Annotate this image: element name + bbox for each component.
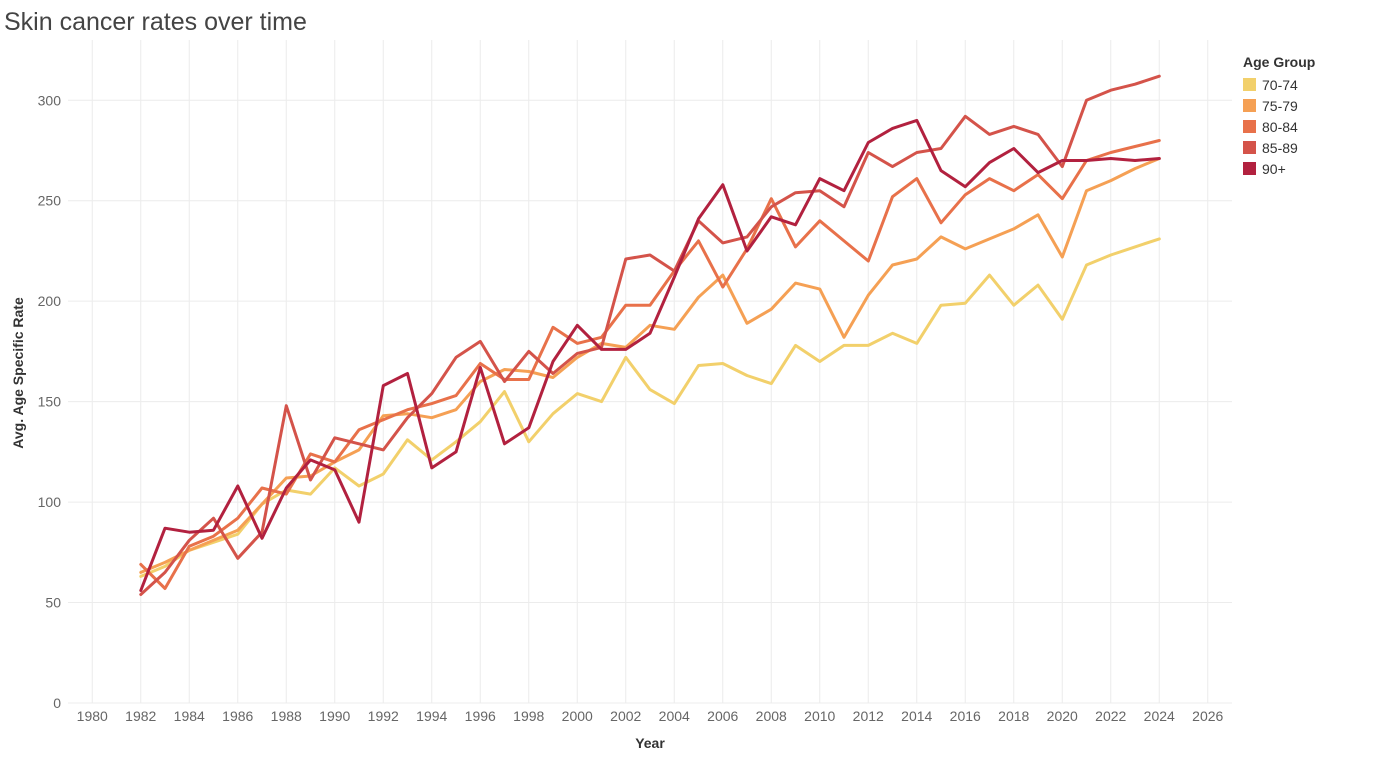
legend-label: 80-84 [1262, 118, 1298, 135]
legend-swatch [1243, 141, 1256, 154]
x-tick-label: 2020 [1047, 708, 1078, 724]
legend-label: 90+ [1262, 160, 1286, 177]
x-tick-label: 1998 [513, 708, 544, 724]
x-tick-label: 2004 [659, 708, 690, 724]
x-tick-label: 2022 [1095, 708, 1126, 724]
series-line-90+ [139, 118, 1161, 592]
legend-items: 70-74 75-79 80-84 85-89 90+ [1243, 74, 1315, 179]
legend-label: 70-74 [1262, 76, 1298, 93]
x-tick-label: 1992 [368, 708, 399, 724]
legend-title: Age Group [1243, 54, 1316, 70]
legend-label: 75-79 [1262, 97, 1298, 114]
legend: Age Group 70-74 75-79 80-84 85-89 90+ [1243, 54, 1315, 179]
legend-swatch [1243, 162, 1256, 175]
x-tick-label: 1994 [416, 708, 447, 724]
series-line-80-84 [139, 139, 1161, 590]
x-axis-title: Year [635, 735, 665, 751]
legend-item-75-79[interactable]: 75-79 [1243, 95, 1315, 116]
y-tick-label: 200 [38, 293, 62, 309]
x-tick-label: 1982 [125, 708, 156, 724]
x-tick-label: 2000 [562, 708, 593, 724]
series-lines [139, 74, 1161, 596]
x-tick-label: 2006 [707, 708, 738, 724]
legend-swatch [1243, 120, 1256, 133]
x-tick-label: 2026 [1192, 708, 1223, 724]
x-tick-label: 1984 [174, 708, 205, 724]
legend-swatch [1243, 99, 1256, 112]
y-axis-ticks: 0 50 100 150 200 250 300 [38, 92, 62, 711]
x-tick-label: 1988 [271, 708, 302, 724]
legend-item-85-89[interactable]: 85-89 [1243, 137, 1315, 158]
series-line-70-74 [139, 237, 1161, 578]
series-line-75-79 [139, 157, 1161, 574]
y-tick-label: 300 [38, 92, 62, 108]
x-tick-label: 2002 [610, 708, 641, 724]
y-tick-label: 150 [38, 394, 62, 410]
y-axis-title: Avg. Age Specific Rate [10, 297, 26, 449]
legend-item-90+[interactable]: 90+ [1243, 158, 1315, 179]
x-tick-label: 2014 [901, 708, 932, 724]
x-tick-label: 1986 [222, 708, 253, 724]
legend-label: 85-89 [1262, 139, 1298, 156]
y-tick-label: 0 [53, 695, 61, 711]
y-tick-label: 100 [38, 494, 62, 510]
x-tick-label: 2016 [950, 708, 981, 724]
x-tick-label: 2018 [998, 708, 1029, 724]
x-tick-label: 1980 [77, 708, 108, 724]
chart-title: Skin cancer rates over time [4, 8, 307, 36]
x-tick-label: 1990 [319, 708, 350, 724]
x-tick-label: 2024 [1144, 708, 1175, 724]
series-line-85-89 [139, 74, 1161, 596]
grid-lines [68, 40, 1232, 704]
y-tick-label: 250 [38, 193, 62, 209]
legend-swatch [1243, 78, 1256, 91]
legend-item-80-84[interactable]: 80-84 [1243, 116, 1315, 137]
x-tick-label: 2008 [756, 708, 787, 724]
legend-item-70-74[interactable]: 70-74 [1243, 74, 1315, 95]
y-tick-label: 50 [45, 595, 61, 611]
x-tick-label: 2012 [853, 708, 884, 724]
x-tick-label: 1996 [465, 708, 496, 724]
x-axis-ticks: 1980 1982 1984 1986 1988 1990 1992 1994 1996 1998… [77, 708, 1224, 724]
x-tick-label: 2010 [804, 708, 835, 724]
